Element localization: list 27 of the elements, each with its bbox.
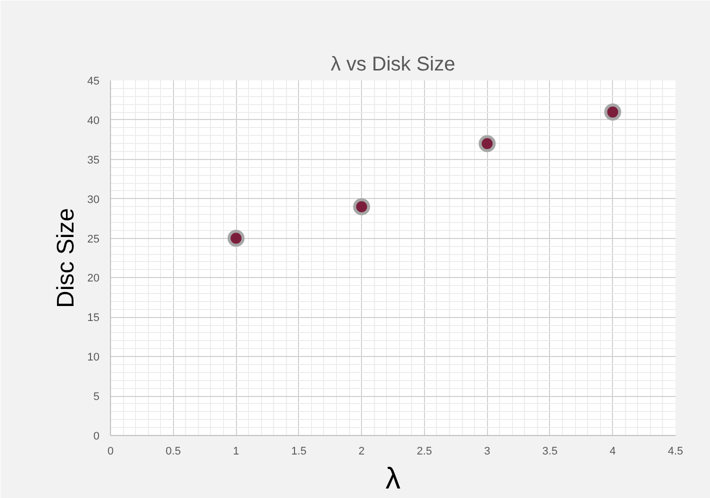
chart-title: λ vs Disk Size [330,54,456,76]
y-tick-label: 0 [93,430,100,442]
point [228,230,245,247]
y-tick-label: 45 [87,76,100,88]
point [604,104,622,121]
x-tick-label: 3.5 [542,446,558,458]
y-tick-label: 5 [93,391,100,404]
y-tick-label: 25 [87,233,100,246]
y-tick-label: 20 [87,272,100,285]
x-tick-label: 2.5 [416,446,432,458]
x-tick-label: 0.5 [166,446,181,458]
x-tick-label: 2 [358,446,365,458]
x-tick-label: 1 [232,446,240,458]
x-tick-label: 4.5 [668,446,684,458]
x-tick-label: 0 [107,446,114,458]
x-tick-label: 4 [610,446,616,458]
x-axis-title: λ [386,462,400,496]
x-tick-label: 1.5 [291,446,306,458]
point [478,135,496,152]
y-tick-label: 10 [87,352,100,364]
x-tick-label: 3 [484,446,490,458]
y-tick-label: 15 [87,312,100,324]
point [353,198,370,216]
y-tick-label: 30 [87,194,100,206]
y-axis-title: Disc Size [52,208,80,308]
y-tick-label: 40 [87,114,100,127]
y-tick-label: 35 [87,154,100,166]
